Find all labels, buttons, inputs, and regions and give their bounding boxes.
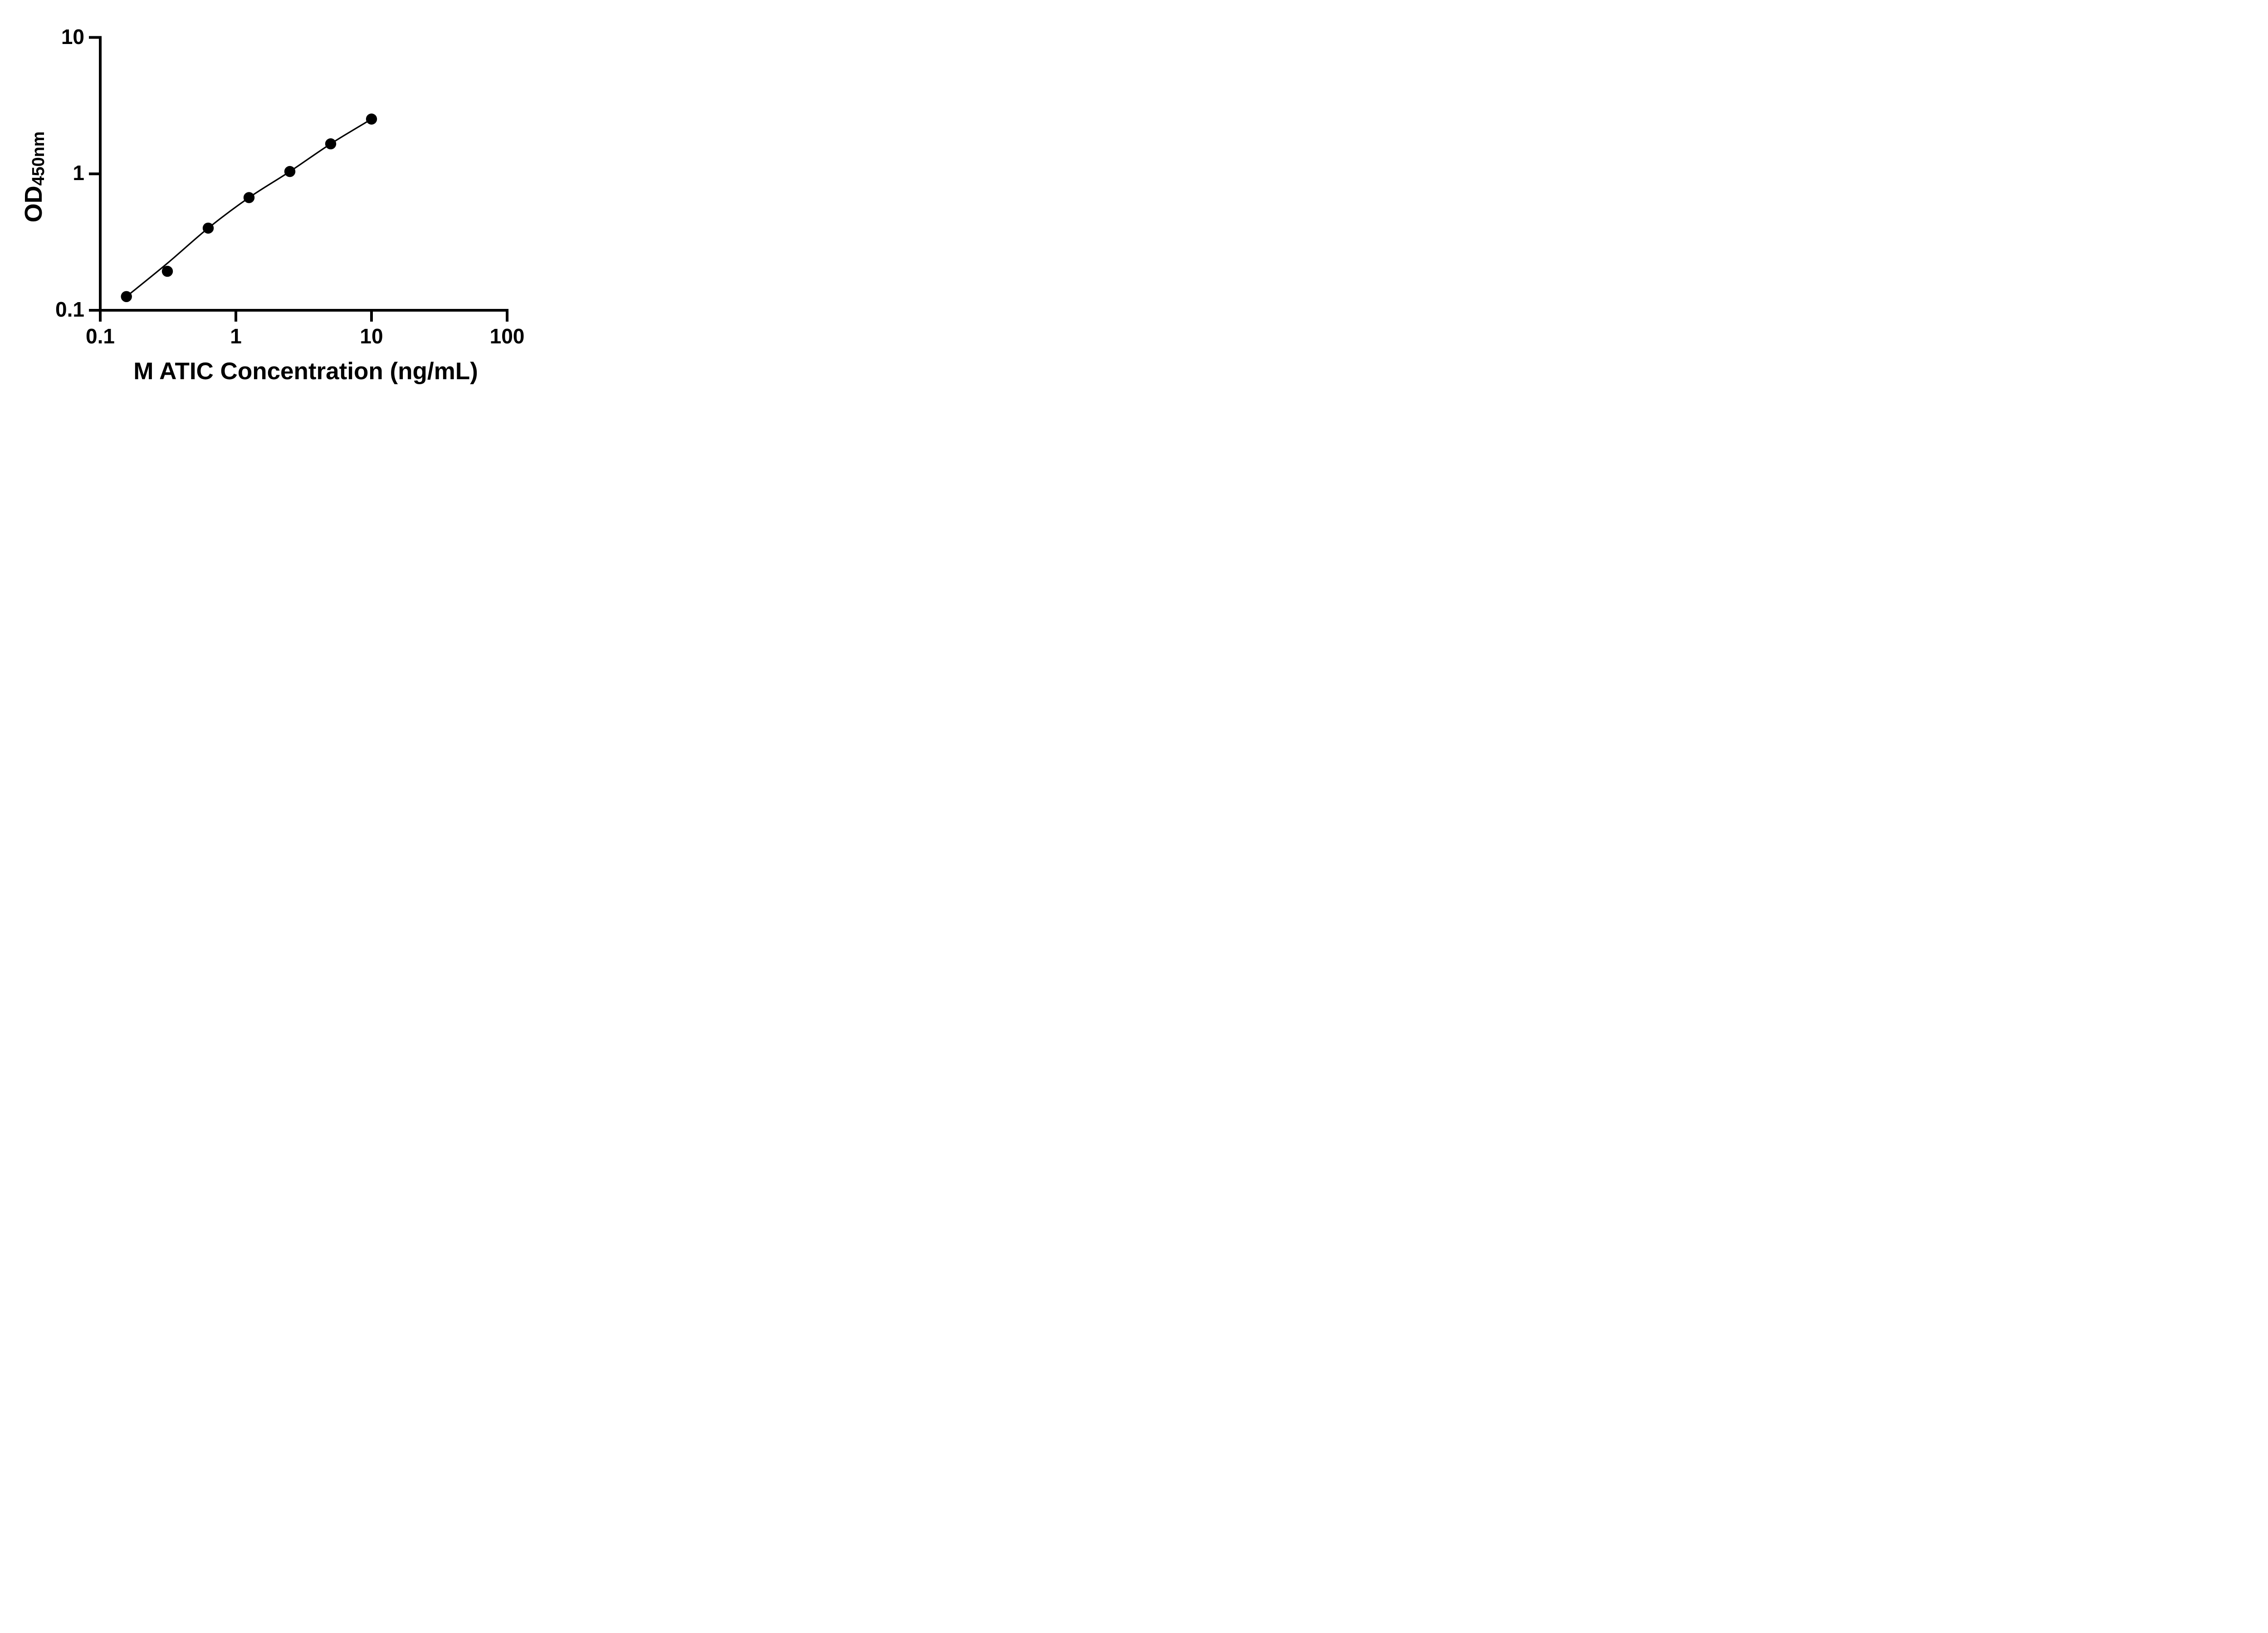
y-axis-title-main: OD	[20, 186, 47, 223]
x-tick-label: 100	[489, 324, 525, 348]
x-axis-title: M ATIC Concentration (ng/mL)	[0, 359, 571, 383]
y-axis-title: OD450nm	[20, 131, 49, 223]
x-axis-title-text: M ATIC Concentration (ng/mL)	[133, 358, 478, 385]
plot-area	[89, 36, 508, 322]
data-points-layer	[121, 113, 377, 302]
y-tick-label: 10	[61, 24, 84, 49]
data-point-marker	[284, 166, 296, 177]
data-point-marker	[366, 113, 377, 125]
y-axis-title-subscript: 450nm	[29, 131, 49, 186]
elisa-standard-curve-figure: 0.1 1 10 100 0.1 1 10 M ATIC Concentration (ng…	[0, 0, 571, 408]
x-tick-label: 1	[230, 324, 242, 348]
axis-ticks	[89, 36, 508, 322]
data-point-marker	[202, 222, 214, 234]
data-point-marker	[161, 265, 173, 277]
y-tick-label: 1	[73, 161, 84, 185]
data-point-marker	[121, 291, 132, 302]
data-point-marker	[325, 138, 337, 150]
x-tick-label: 10	[360, 324, 383, 348]
y-tick-label: 0.1	[55, 298, 84, 321]
data-point-marker	[243, 192, 255, 203]
x-tick-label: 0.1	[86, 324, 115, 348]
